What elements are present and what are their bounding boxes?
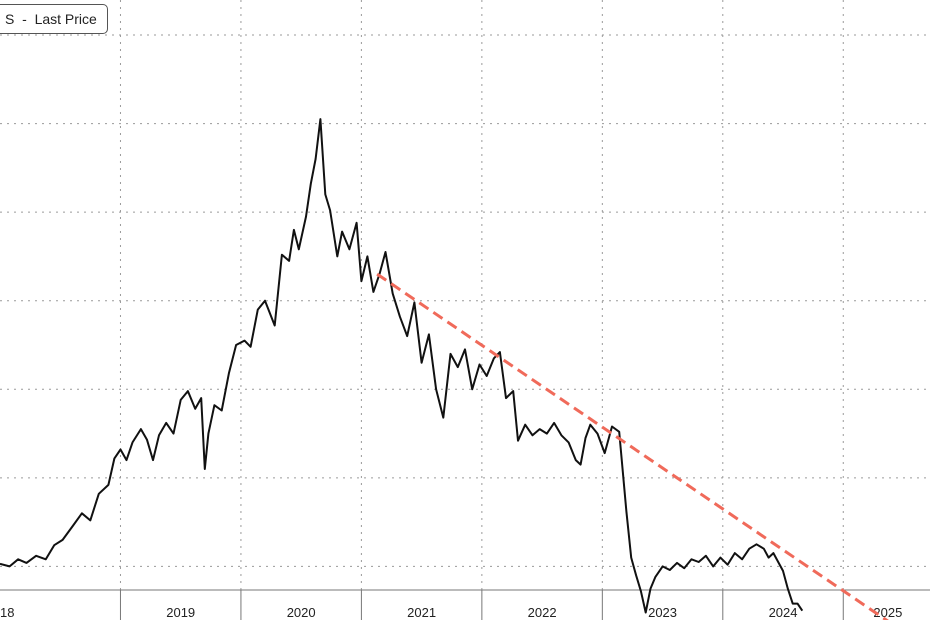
series-layer bbox=[0, 118, 889, 620]
x-tick-label: 18 bbox=[0, 605, 14, 620]
x-tick-label: 2022 bbox=[528, 605, 557, 620]
x-axis: 18 2019 2020 2021 2022 2023 2024 2025 bbox=[0, 589, 930, 620]
x-tick-label: 2025 bbox=[873, 605, 902, 620]
trend-line bbox=[376, 272, 889, 620]
x-tick-label: 2021 bbox=[407, 605, 436, 620]
legend-series-suffix: S bbox=[5, 11, 15, 27]
legend-gap-2 bbox=[27, 11, 35, 27]
x-tick-label: 2020 bbox=[287, 605, 316, 620]
x-tick-label: 2024 bbox=[769, 605, 798, 620]
grid-lines bbox=[0, 0, 930, 590]
x-tick-label: 2019 bbox=[166, 605, 195, 620]
series-line-last-price bbox=[0, 118, 804, 614]
x-tick-label: 2023 bbox=[648, 605, 677, 620]
legend-separator: - bbox=[22, 11, 27, 27]
legend-label: Last Price bbox=[34, 11, 97, 27]
legend: S - Last Price bbox=[0, 4, 108, 34]
legend-gap bbox=[14, 11, 22, 27]
